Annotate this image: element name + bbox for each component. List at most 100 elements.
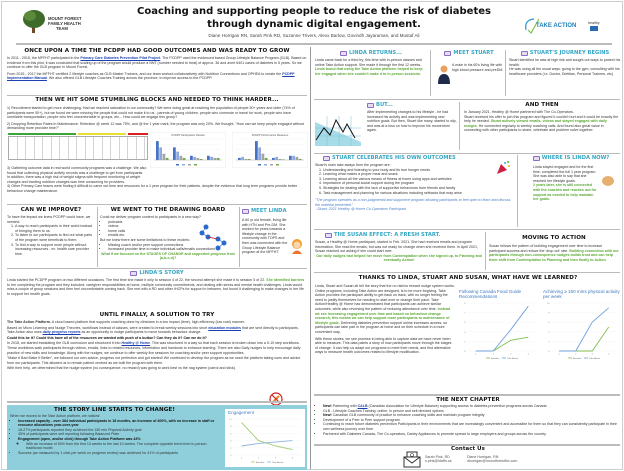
bar	[179, 155, 183, 160]
calb-link[interactable]: CALB	[357, 404, 368, 408]
divider	[7, 268, 307, 269]
bar	[289, 155, 292, 160]
book-icon	[532, 155, 540, 161]
list-item: 45% of participants were self reporting …	[18, 432, 219, 437]
list-item: GLB - Lifestyle Coaches Training: online…	[323, 409, 621, 414]
list-item: Engagement (open, and/or click) through …	[18, 437, 219, 442]
list-item: With an increase of 50% from the first 1…	[26, 442, 219, 451]
participation-bar-chart: PCDPP Participation Results	[150, 132, 226, 168]
header-divider	[16, 43, 612, 45]
y-tick-label: 2	[548, 341, 550, 343]
y-tick-label: 4	[230, 441, 232, 443]
divider	[7, 204, 307, 205]
list-item: 18-27% participants reported they achiev…	[18, 428, 219, 433]
book-icon	[130, 270, 138, 276]
heading: MEET LINDA	[251, 208, 287, 214]
chart-title: Following Canada Food Guide Recommendati…	[459, 289, 522, 300]
no-carrot-icon	[269, 392, 283, 406]
bar	[156, 141, 159, 160]
x-tick-label: 3	[592, 353, 594, 355]
stuart-avatar-icon	[438, 65, 450, 84]
heading: Contact Us	[451, 446, 485, 452]
contact-email[interactable]: dhorrigan@mountforestfhc.com	[467, 459, 518, 464]
heading: ONCE UPON A TIME THE PCDPP HAD GOOD OUTC…	[24, 48, 290, 54]
list-item: videos	[108, 224, 190, 229]
bar	[298, 158, 302, 160]
point-1: 1) Recruitment started to get more chall…	[7, 106, 295, 120]
healthy-at-home-link[interactable]: Healthy @ Home	[121, 341, 150, 346]
stages-question: What if we focused on the STAGES OF CHAN…	[101, 251, 235, 261]
list-item: Success (as measured by 1 click per week…	[18, 451, 219, 456]
moving-to-action-section: MOVING TO ACTION Susan follows the patte…	[489, 235, 619, 262]
series-line	[475, 336, 529, 352]
heading: MEET STUART	[453, 50, 494, 56]
series-line	[559, 307, 610, 352]
list-item: Partnered with Diabetes Canada, The Co-o…	[323, 432, 621, 437]
point-3: 3) Gathering outcome data in real world …	[7, 166, 147, 184]
susan-section: THE SUSAN EFFECT: A FRESH START. Susan, …	[315, 232, 482, 263]
list-item: To find a way to support more people wit…	[15, 243, 95, 257]
bar	[216, 157, 220, 160]
food-guide-line-chart: 0 2 4 5 7 9 1 2 3 4 Baseline Take Action	[464, 302, 537, 360]
title-line-2: through dynamic digital engagement.	[207, 18, 421, 30]
divider	[505, 50, 506, 96]
activity-chart-panel: Achieving ≥ 150 mins physical activity p…	[543, 289, 621, 365]
legend-label: Take Action	[507, 357, 519, 360]
stages-network-icon	[199, 224, 227, 251]
point-4: 4) Other Primary Care teams were finding…	[7, 184, 298, 193]
bar	[173, 147, 176, 160]
heading: STUART'S JOURNEY BEGINS	[529, 50, 610, 56]
series-line	[475, 305, 529, 352]
bar	[213, 157, 217, 160]
can-improve-section: CAN WE IMPROVE? To have the impact we kn…	[7, 207, 95, 256]
pcdpp-link[interactable]: Primary Care Diabetes Prevention Pilot P…	[80, 56, 161, 60]
divider	[7, 95, 307, 96]
manual-link[interactable]: PCDPP Implementation Manual	[7, 71, 295, 81]
legend-label: Baseline	[573, 358, 582, 360]
bar	[278, 158, 282, 160]
list-item: Increased capacity - over 384 individual…	[18, 419, 219, 428]
meet-linda-section: MEET LINDA A 60 yr old female, living li…	[242, 208, 306, 255]
bar	[272, 157, 275, 160]
list-item: Missing coach and/or peer support connec…	[108, 243, 236, 248]
x-tick-label: 1	[241, 458, 243, 460]
series-line	[241, 422, 293, 451]
x-tick-label: 2	[575, 353, 577, 355]
stuart-text: A male in his 60's living life with high…	[452, 63, 504, 72]
legend-swatch	[270, 164, 273, 166]
chart-title: PCDPP Performance Measures	[252, 133, 289, 137]
stuart-quote: "The program operates as a non-judgmenta…	[315, 198, 511, 207]
contact-email[interactable]: s.pink@ldaffn.ca	[425, 459, 452, 464]
daily-progress-link[interactable]: daily progress reports	[42, 330, 81, 335]
linda-text: A 60 yr old female, living life with HTN…	[242, 218, 288, 255]
series-line	[559, 326, 610, 352]
y-tick-label: 8	[548, 312, 550, 314]
legend-label: Baseline	[256, 462, 265, 464]
list-item: New! Canadian GLB community of practice …	[323, 413, 621, 418]
column-divider	[310, 47, 311, 469]
legend-swatch	[176, 164, 179, 166]
education-modules-link[interactable]: education modules	[208, 325, 242, 330]
book-icon	[367, 102, 374, 108]
svg-text:FAMILY HEALTH: FAMILY HEALTH	[48, 21, 81, 26]
legend-swatch	[188, 164, 191, 166]
divider	[314, 272, 620, 273]
linda-now-section: WHERE IS LINDA NOW? Linda stayed engaged…	[521, 155, 621, 202]
list-item: home calls	[108, 229, 190, 234]
book-icon	[444, 50, 452, 56]
bar	[292, 155, 296, 160]
heading: THANKS TO LINDA, STUART AND SUSAN, WHAT …	[358, 275, 578, 281]
list-item: New! Partnering with CALB (Canadian Asso…	[323, 404, 621, 409]
party-popper-icon	[497, 161, 510, 174]
authors: Diane Horrigan RN, Sarah Pink RD, Suzann…	[208, 33, 420, 38]
svg-text:MOUNT FOREST: MOUNT FOREST	[48, 16, 82, 21]
divider	[314, 153, 620, 154]
y-tick-label: 6	[548, 322, 550, 324]
book-icon	[325, 232, 332, 238]
list-item: podcasts	[108, 220, 190, 225]
meet-stuart-section: MEET STUART A male in his 60's living li…	[434, 50, 504, 84]
book-icon	[242, 208, 249, 214]
list-item: Learning about all the various means of …	[323, 177, 515, 182]
bar	[199, 158, 203, 160]
